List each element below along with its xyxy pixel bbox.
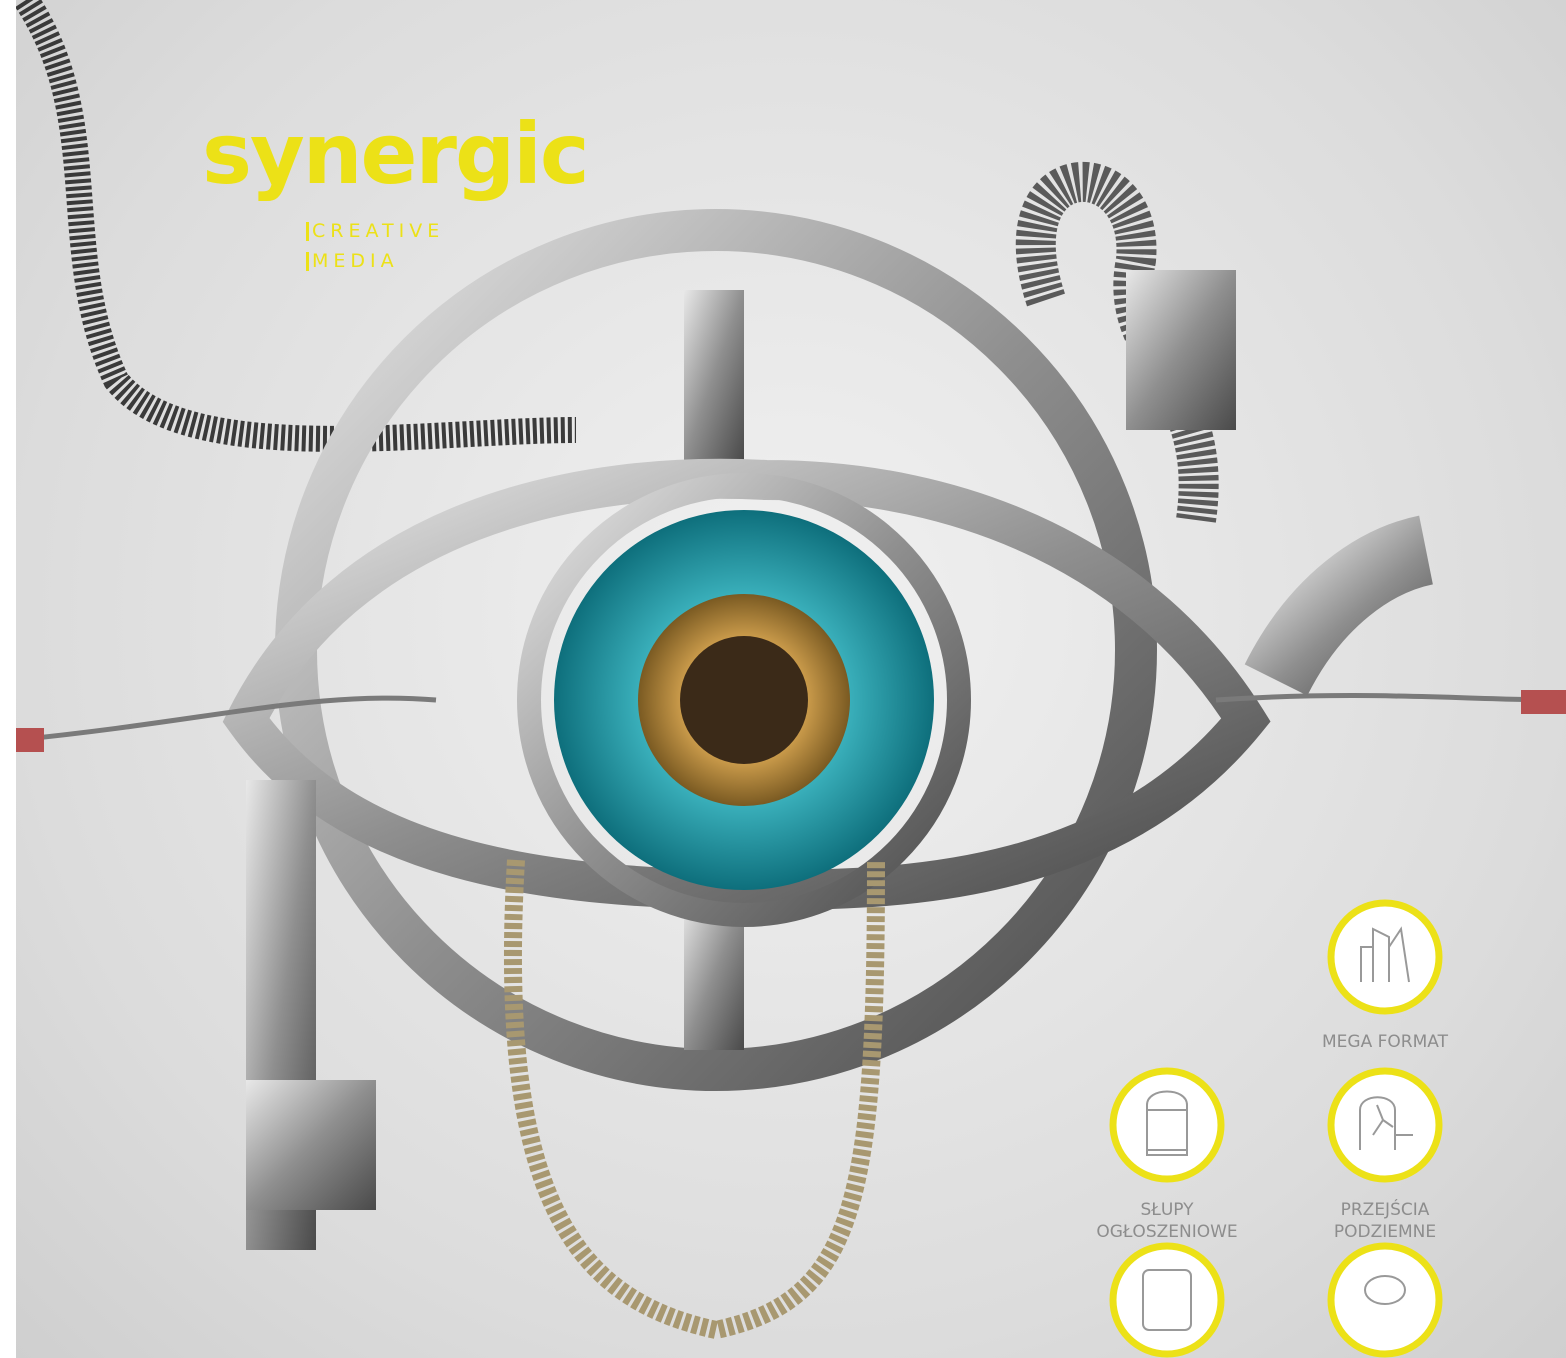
menu-item[interactable]: SŁUPY OGŁOSZENIOWE — [1067, 1065, 1267, 1243]
menu-icon[interactable] — [1107, 1240, 1227, 1358]
menu-label: PRZEJŚCIA — [1285, 1199, 1485, 1221]
menu-item[interactable]: MEGA FORMAT — [1285, 897, 1485, 1053]
icon — [1107, 1065, 1227, 1185]
logo-tagline: MEDIA — [306, 252, 399, 271]
icon — [1325, 897, 1445, 1017]
menu-icon[interactable] — [1325, 1240, 1445, 1358]
menu-item[interactable]: PRZEJŚCIA PODZIEMNE — [1285, 1065, 1485, 1243]
page: synergic CREATIVE MEDIA MEGA FORMAT SŁUP… — [0, 0, 1566, 1358]
menu-label: MEGA FORMAT — [1285, 1031, 1485, 1053]
menu-label: SŁUPY — [1067, 1199, 1267, 1221]
hero: synergic CREATIVE MEDIA MEGA FORMAT SŁUP… — [16, 0, 1566, 1358]
icon — [1325, 1065, 1445, 1185]
logo[interactable]: synergic — [202, 112, 588, 196]
logo-tagline: CREATIVE — [306, 222, 444, 241]
